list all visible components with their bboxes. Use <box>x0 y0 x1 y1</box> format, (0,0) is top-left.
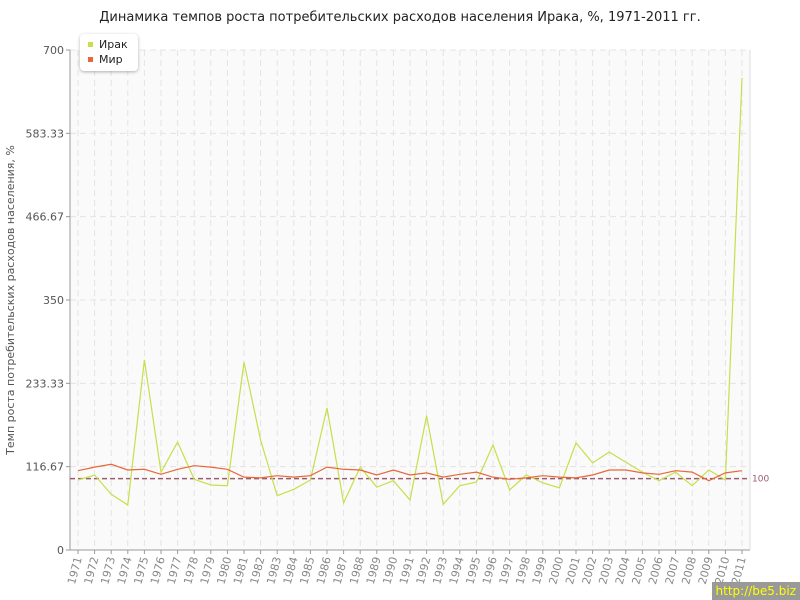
legend-item-world[interactable]: Мир <box>88 52 128 67</box>
y-tick-label: 350 <box>43 294 64 307</box>
legend: Ирак Мир <box>80 34 138 71</box>
reference-line-label: 100 <box>752 475 769 485</box>
y-tick-label: 700 <box>43 44 64 57</box>
y-axis-label: Темп роста потребительских расходов насе… <box>4 145 17 456</box>
y-tick-label: 116.67 <box>26 461 65 474</box>
legend-swatch <box>88 42 93 47</box>
legend-label: Мир <box>99 53 123 66</box>
y-tick-label: 233.33 <box>26 377 65 390</box>
chart-title: Динамика темпов роста потребительских ра… <box>99 10 701 25</box>
legend-item-iraq[interactable]: Ирак <box>88 37 128 52</box>
watermark[interactable]: http://be5.biz <box>711 582 800 600</box>
legend-swatch <box>88 57 93 62</box>
y-tick-label: 0 <box>57 544 64 557</box>
y-tick-label: 466.67 <box>26 211 65 224</box>
legend-label: Ирак <box>99 38 128 51</box>
series-line-world <box>77 463 743 482</box>
y-tick-label: 583.33 <box>26 127 65 140</box>
